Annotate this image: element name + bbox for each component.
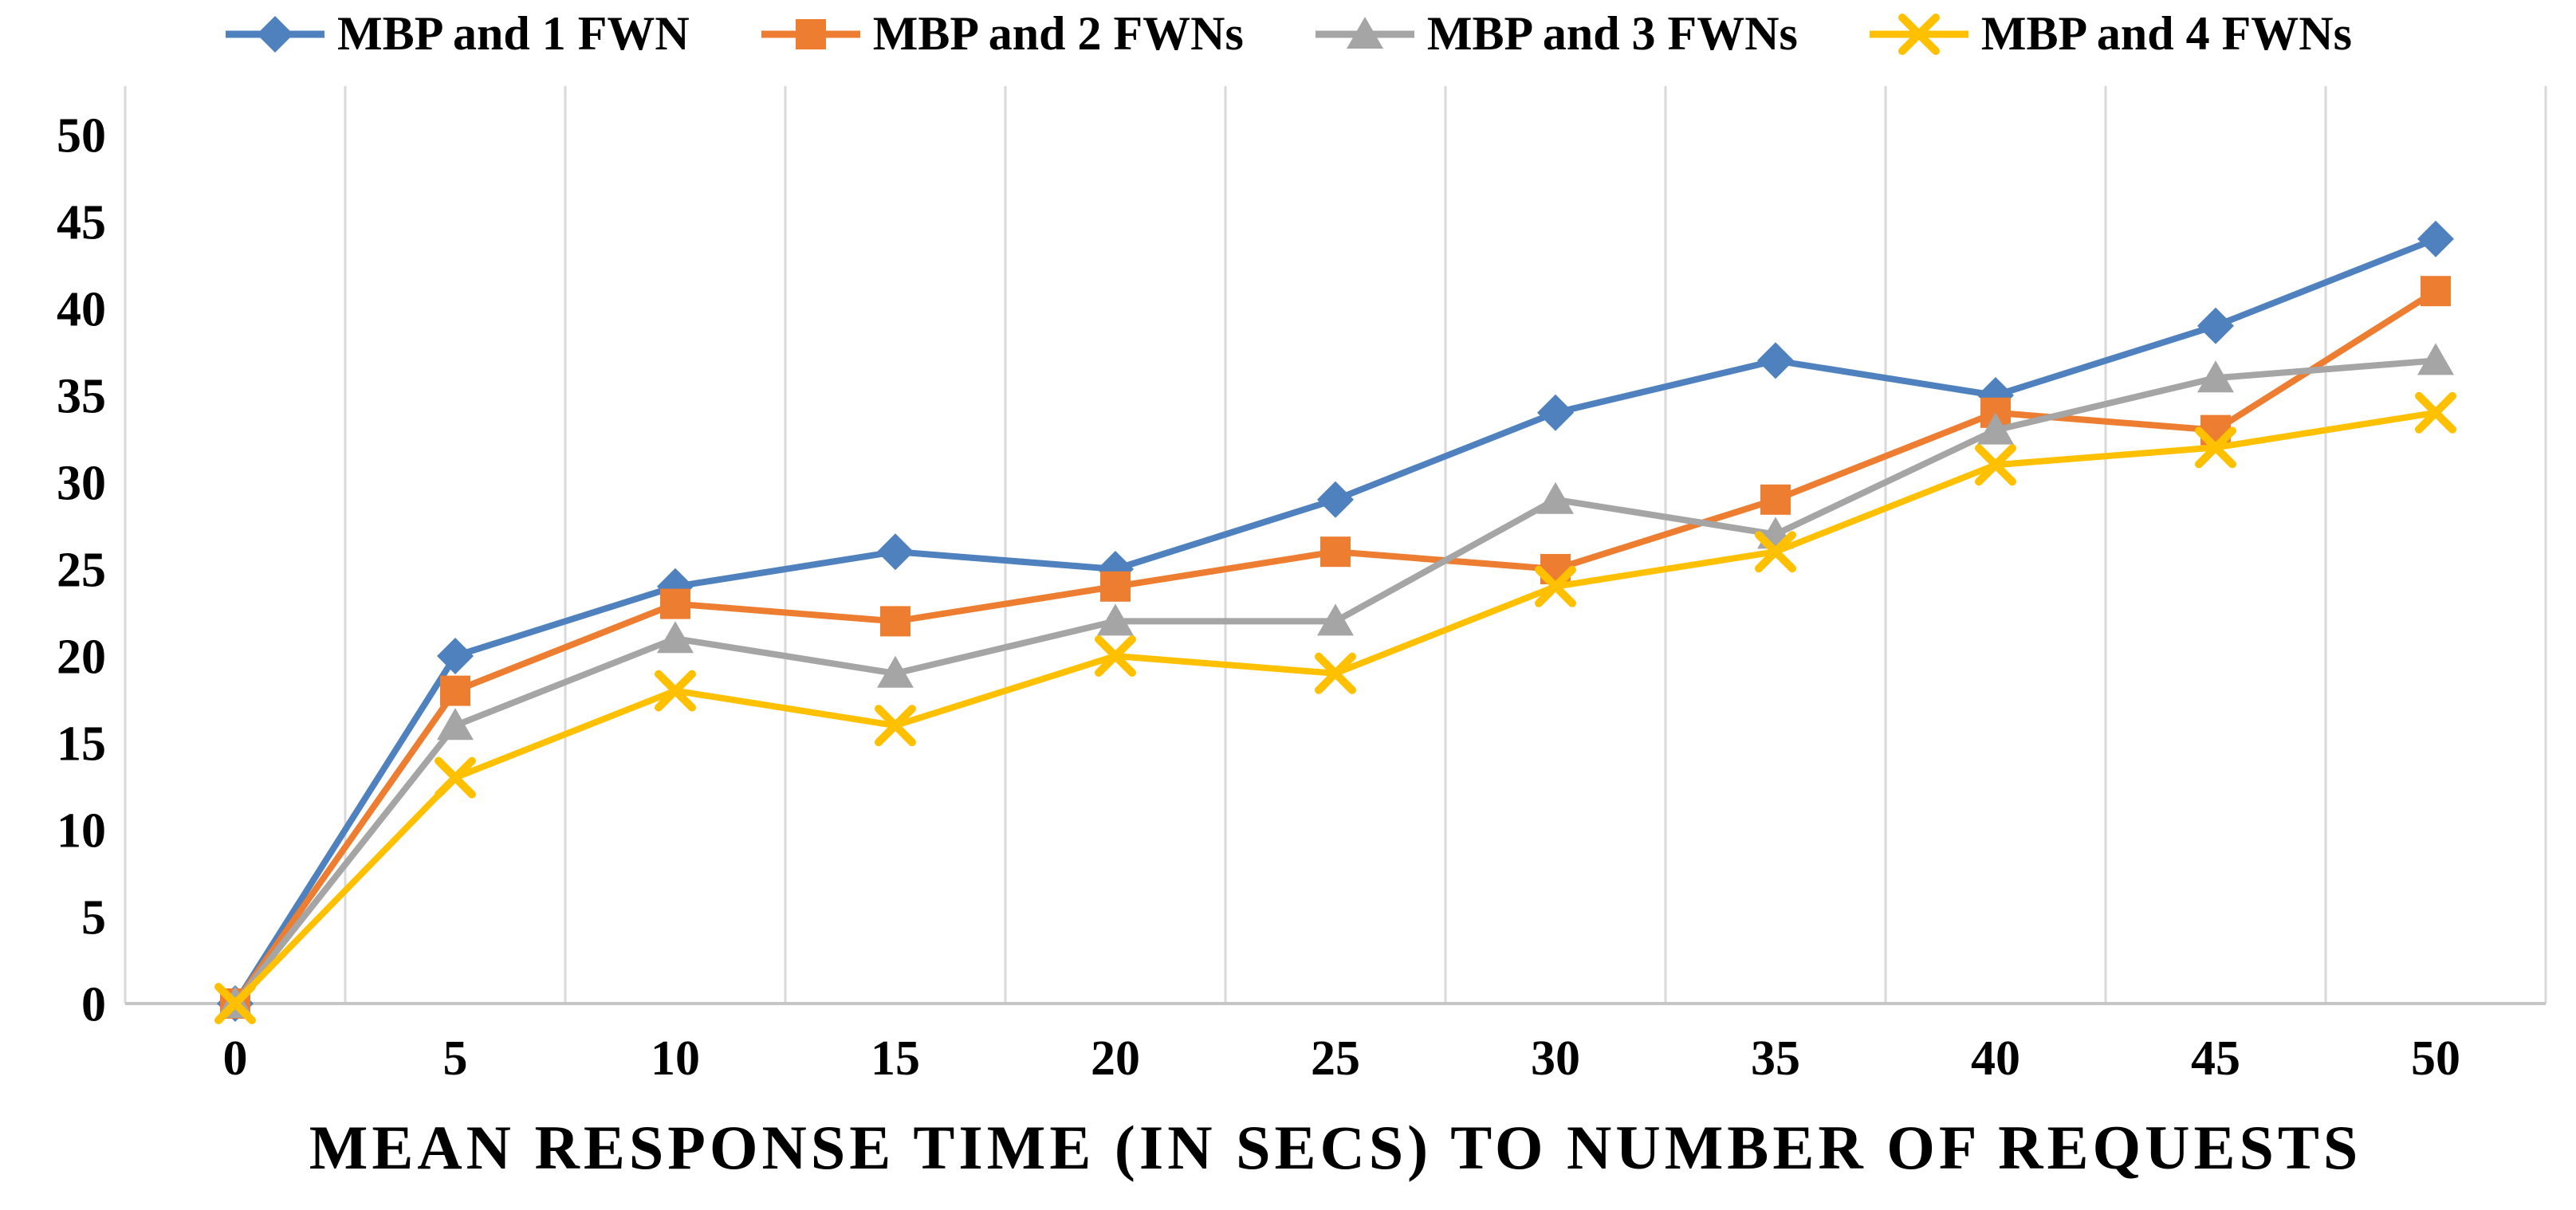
legend: MBP and 1 FWN MBP and 2 FWNs MBP and 3 FWN…: [0, 6, 2576, 61]
diamond-marker-icon: [877, 533, 914, 571]
triangle-marker-icon: [1977, 412, 2014, 445]
x-tick-label: 50: [2411, 1031, 2460, 1086]
y-tick-label: 10: [57, 804, 106, 858]
square-marker-icon: [1760, 484, 1791, 515]
y-tick-label: 5: [81, 891, 106, 945]
x-marker-icon: [875, 705, 916, 747]
legend-item-4: MBP and 4 FWNs: [1868, 6, 2352, 61]
triangle-marker-icon: [657, 621, 694, 654]
diamond-marker-icon: [1317, 481, 1354, 518]
square-marker-icon: [1320, 536, 1351, 568]
y-tick-label: 15: [57, 717, 106, 772]
y-tick-label: 35: [57, 370, 106, 424]
square-marker-icon: [1100, 571, 1131, 602]
triangle-marker-icon: [2417, 343, 2454, 375]
square-marker-icon: [795, 18, 826, 49]
y-tick-label: 25: [57, 544, 106, 598]
x-marker-icon: [1095, 635, 1136, 677]
diamond-legend-key-icon: [226, 15, 325, 53]
legend-item-2: MBP and 2 FWNs: [760, 6, 1244, 61]
x-marker-icon: [1975, 444, 2016, 486]
x-tick-label: 5: [443, 1031, 468, 1086]
legend-label: MBP and 2 FWNs: [872, 7, 1244, 60]
x-tick-label: 35: [1751, 1031, 1800, 1086]
x-tick-label: 25: [1311, 1031, 1360, 1086]
x-marker-icon: [214, 983, 256, 1024]
x-marker-icon: [2195, 426, 2236, 469]
legend-item-3: MBP and 3 FWNs: [1314, 6, 1798, 61]
diamond-marker-icon: [1537, 394, 1574, 431]
series-4: [214, 391, 2456, 1024]
x-marker-icon: [1898, 13, 1940, 55]
series-2: [220, 276, 2451, 1019]
x-marker-icon: [655, 670, 696, 712]
diamond-marker-icon: [1757, 342, 1794, 379]
square-marker-icon: [660, 588, 690, 619]
triangle-marker-icon: [437, 708, 474, 741]
triangle-marker-icon: [1097, 603, 1134, 636]
triangle-marker-icon: [1537, 481, 1574, 514]
y-tick-label: 40: [57, 283, 106, 337]
diamond-marker-icon: [2417, 220, 2454, 257]
square-marker-icon: [440, 675, 470, 706]
y-tick-label: 50: [57, 109, 106, 163]
triangle-marker-icon: [1317, 603, 1354, 636]
x-tick-label: 40: [1971, 1031, 2020, 1086]
square-marker-icon: [880, 606, 910, 637]
triangle-legend-key-icon: [1315, 16, 1414, 49]
square-legend-key-icon: [761, 18, 860, 49]
series-3: [217, 343, 2454, 1018]
legend-label: MBP and 1 FWN: [337, 7, 690, 60]
triangle-marker-icon: [2197, 360, 2234, 393]
diamond-marker-icon: [257, 15, 294, 53]
x-tick-label: 15: [871, 1031, 920, 1086]
x-tick-label: 0: [223, 1031, 248, 1086]
x-marker-icon: [2415, 391, 2456, 434]
x-marker-icon: [1755, 531, 1796, 573]
x-marker-icon: [435, 756, 476, 799]
x-marker-icon: [1535, 565, 1576, 607]
x-tick-label: 30: [1531, 1031, 1580, 1086]
y-tick-label: 0: [81, 978, 106, 1032]
x-tick-label: 20: [1091, 1031, 1140, 1086]
x-marker-icon: [1315, 652, 1356, 694]
x-legend-key-icon: [1869, 13, 1968, 55]
legend-item-1: MBP and 1 FWN: [224, 6, 690, 61]
y-tick-label: 30: [57, 457, 106, 511]
triangle-marker-icon: [877, 655, 914, 688]
legend-label: MBP and 3 FWNs: [1426, 7, 1798, 60]
x-tick-label: 10: [651, 1031, 700, 1086]
square-marker-icon: [2421, 276, 2451, 307]
triangle-marker-icon: [1346, 16, 1383, 49]
y-tick-label: 45: [57, 196, 106, 250]
y-tick-label: 20: [57, 631, 106, 685]
diamond-marker-icon: [437, 638, 474, 674]
legend-label: MBP and 4 FWNs: [1980, 7, 2352, 60]
x-tick-label: 45: [2191, 1031, 2240, 1086]
x-axis-title: MEAN RESPONSE TIME (IN SECS) TO NUMBER O…: [309, 1113, 2362, 1182]
diamond-marker-icon: [2197, 307, 2234, 344]
